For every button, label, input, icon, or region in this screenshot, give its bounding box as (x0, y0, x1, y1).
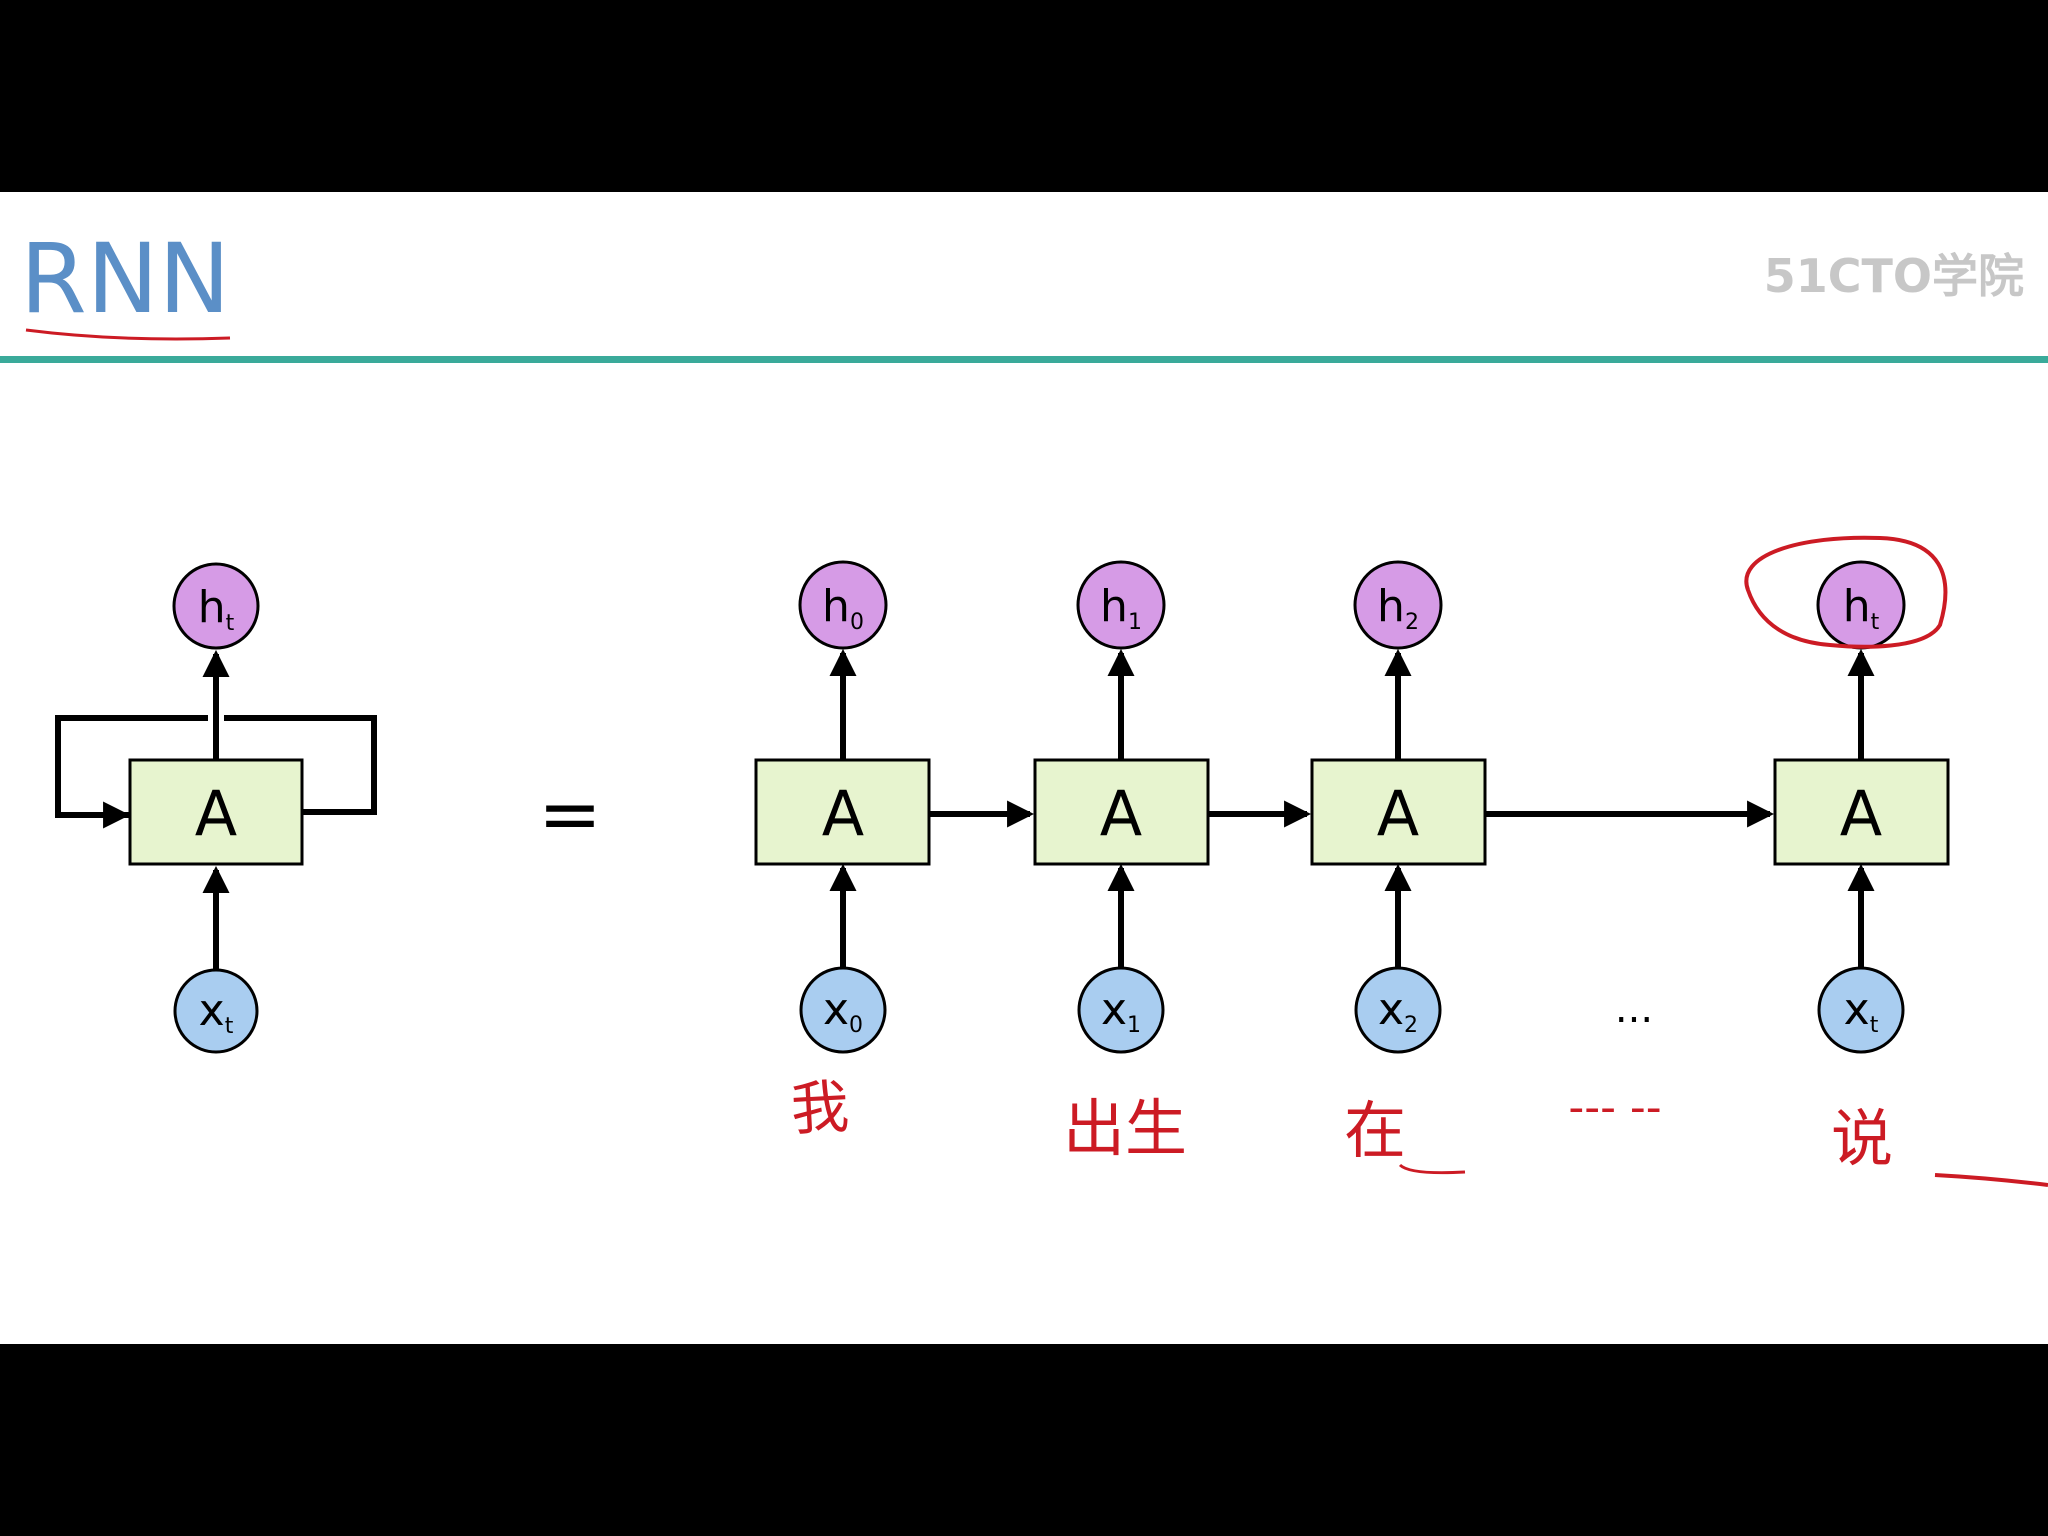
cell-a-2 (1310, 758, 1487, 866)
annotation-dashes: --- -- (1568, 1082, 1661, 1133)
rolled-output-label: ht (198, 582, 235, 636)
slide-title: RNN (20, 223, 230, 335)
cell-a-t (1773, 758, 1950, 866)
annotation-word-0: 我 (789, 1073, 850, 1144)
slide-background (0, 192, 2048, 1344)
output-label-1: h1 (1100, 581, 1142, 635)
annotation-tail-stroke (1934, 1173, 2048, 1187)
step-1: A x1 h1 (1033, 560, 1210, 1054)
input-node-2 (1354, 966, 1442, 1054)
output-label-t: ht (1843, 581, 1880, 635)
cell-label-2: A (1377, 777, 1419, 850)
rolled-input-node (173, 968, 259, 1054)
step-2: A x2 h2 (1310, 560, 1487, 1054)
output-label-0: h0 (822, 581, 864, 635)
output-ht-circle-annotation (1744, 535, 1948, 649)
cell-label-0: A (822, 777, 864, 850)
output-node-1 (1076, 560, 1166, 650)
input-node-t (1817, 966, 1905, 1054)
rolled-input-label: xt (199, 985, 234, 1039)
step-t: A xt ht (1773, 560, 1950, 1054)
top-letterbox (0, 0, 2048, 192)
sequence-ellipsis: ... (1615, 986, 1653, 1032)
step-0: A x0 h0 (754, 560, 931, 1054)
cell-label-1: A (1100, 777, 1142, 850)
output-node-0 (798, 560, 888, 650)
input-label-1: x1 (1101, 984, 1141, 1038)
annotation-word-3: 说 (1831, 1102, 1893, 1175)
title-underline-annotation (25, 328, 231, 341)
equals-sign: = (538, 769, 602, 858)
cell-a-1 (1033, 758, 1210, 866)
rolled-cell-label: A (195, 777, 237, 850)
output-node-2 (1353, 560, 1443, 650)
recurrent-loop-right (224, 715, 377, 815)
input-label-t: xt (1844, 984, 1879, 1038)
rolled-cell-a (128, 758, 304, 866)
output-label-2: h2 (1377, 581, 1419, 635)
annotation-word-2-stroke (1398, 1163, 1466, 1175)
cell-a-0 (754, 758, 931, 866)
annotation-word-2: 在 (1344, 1094, 1406, 1167)
handwritten-annotations: 我 出生 在 --- -- 说 (789, 535, 2048, 1187)
annotation-word-1: 出生 (1063, 1092, 1187, 1165)
bottom-letterbox (0, 1344, 2048, 1536)
unrolled-rnn: A x0 h0 A x1 h1 A x2 h2 (754, 560, 1950, 1054)
input-label-0: x0 (823, 984, 863, 1038)
header-rule (0, 356, 2048, 363)
rolled-rnn: A xt ht (55, 562, 377, 1054)
input-node-0 (799, 966, 887, 1054)
rolled-output-node (172, 562, 260, 650)
watermark-logo: 51CTO学院 (1764, 249, 2024, 303)
cell-label-t: A (1840, 777, 1882, 850)
input-node-1 (1077, 966, 1165, 1054)
input-label-2: x2 (1378, 984, 1418, 1038)
